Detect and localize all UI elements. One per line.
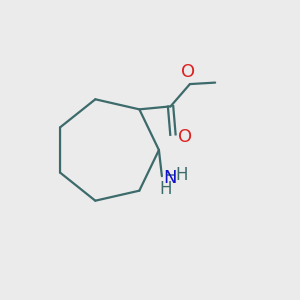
- Text: N: N: [164, 169, 177, 187]
- Text: O: O: [178, 128, 192, 146]
- Text: H: H: [175, 166, 188, 184]
- Text: H: H: [159, 180, 171, 198]
- Text: O: O: [181, 62, 196, 80]
